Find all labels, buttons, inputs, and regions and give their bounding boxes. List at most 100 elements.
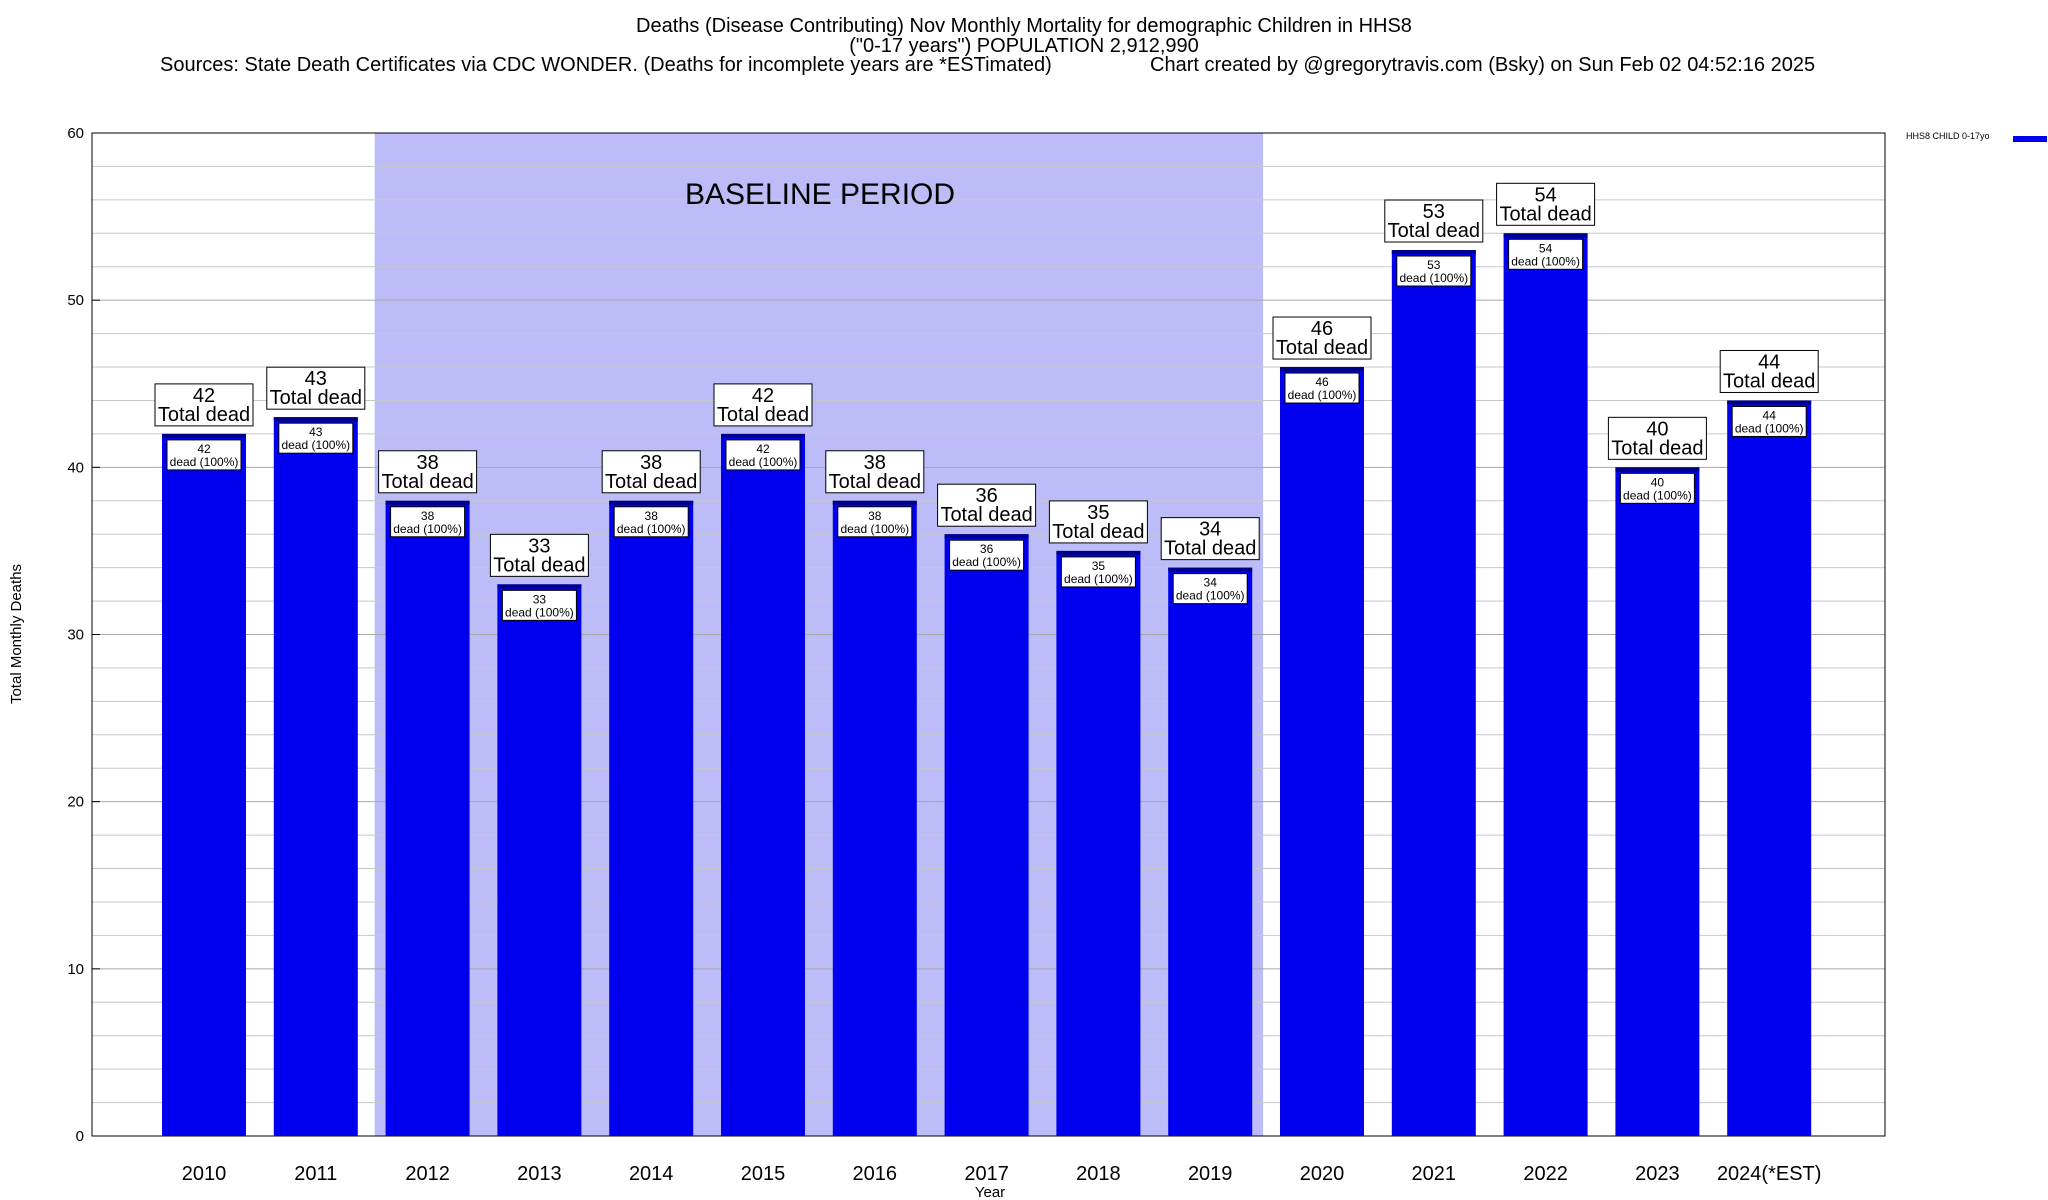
credit-note: Chart created by @gregorytravis.com (Bsk… bbox=[1150, 54, 1816, 76]
inner-label-box bbox=[1172, 573, 1248, 605]
x-axis-title: Year bbox=[975, 1184, 1005, 1200]
inner-percent-label: dead (100%) bbox=[1511, 254, 1580, 268]
inner-percent-label: dead (100%) bbox=[1623, 488, 1692, 502]
bar-top-edge bbox=[1280, 367, 1364, 372]
x-tick-label: 2016 bbox=[853, 1163, 898, 1185]
inner-value-label: 38 bbox=[421, 509, 435, 523]
top-label-box bbox=[489, 533, 589, 577]
inner-value-label: 38 bbox=[868, 509, 882, 523]
inner-percent-label: dead (100%) bbox=[952, 555, 1021, 569]
chart-subtitle: ("0-17 years") POPULATION 2,912,990 bbox=[849, 35, 1199, 57]
inner-percent-label: dead (100%) bbox=[170, 455, 239, 469]
x-tick-label: 2021 bbox=[1412, 1163, 1457, 1185]
baseline-period-label: BASELINE PERIOD bbox=[685, 178, 955, 211]
inner-value-label: 54 bbox=[1539, 241, 1553, 255]
top-value-label: 38 bbox=[640, 452, 662, 474]
bar-top-edge bbox=[1503, 233, 1588, 238]
y-tick-label: 40 bbox=[67, 459, 84, 476]
sources-note: Sources: State Death Certificates via CD… bbox=[160, 54, 1052, 76]
top-value-label: 38 bbox=[416, 452, 438, 474]
x-tick-label: 2018 bbox=[1076, 1163, 1121, 1185]
inner-label-box bbox=[390, 506, 466, 538]
bar-top-edge bbox=[1168, 567, 1253, 572]
inner-percent-label: dead (100%) bbox=[1288, 388, 1357, 402]
top-label-box bbox=[713, 383, 813, 427]
x-tick-label: 2013 bbox=[517, 1163, 562, 1185]
bar-top-edge bbox=[1727, 400, 1812, 405]
y-tick-label: 30 bbox=[67, 627, 84, 644]
top-value-label: 38 bbox=[864, 452, 886, 474]
inner-label-box bbox=[1060, 556, 1136, 588]
inner-percent-label: dead (100%) bbox=[1735, 421, 1804, 435]
inner-value-label: 34 bbox=[1204, 576, 1218, 590]
bar bbox=[1168, 567, 1253, 1136]
inner-percent-label: dead (100%) bbox=[1176, 589, 1245, 603]
top-label-box bbox=[154, 383, 254, 427]
bar bbox=[273, 417, 358, 1136]
top-total-label: Total dead bbox=[270, 387, 362, 409]
x-tick-label: 2017 bbox=[964, 1163, 1009, 1185]
bar bbox=[944, 534, 1029, 1136]
bar bbox=[1727, 400, 1812, 1136]
x-tick-label: 2012 bbox=[405, 1163, 450, 1185]
x-tick-label: 2022 bbox=[1523, 1163, 1568, 1185]
bar-top-edge bbox=[273, 417, 358, 422]
bar bbox=[609, 500, 694, 1136]
bar bbox=[497, 584, 582, 1136]
top-value-label: 53 bbox=[1423, 201, 1445, 223]
inner-label-box bbox=[278, 422, 354, 454]
top-label-box bbox=[378, 450, 478, 494]
bar bbox=[1503, 233, 1588, 1137]
top-total-label: Total dead bbox=[605, 471, 697, 493]
bar bbox=[162, 433, 246, 1136]
bar bbox=[1391, 250, 1476, 1136]
x-tick-label: 2011 bbox=[294, 1163, 337, 1185]
top-label-box bbox=[1719, 349, 1819, 393]
bar-top-edge bbox=[1615, 467, 1700, 472]
inner-value-label: 38 bbox=[645, 509, 659, 523]
top-total-label: Total dead bbox=[1052, 521, 1144, 543]
top-value-label: 34 bbox=[1199, 519, 1221, 541]
top-value-label: 35 bbox=[1087, 502, 1109, 524]
bar-top-edge bbox=[497, 584, 582, 589]
y-tick-label: 50 bbox=[67, 292, 84, 309]
legend-label: HHS8 CHILD 0-17yo bbox=[1906, 131, 1990, 141]
x-tick-label: 2019 bbox=[1188, 1163, 1233, 1185]
y-axis-title: Total Monthly Deaths bbox=[8, 564, 25, 704]
y-tick-label: 60 bbox=[67, 125, 84, 142]
top-total-label: Total dead bbox=[1388, 220, 1480, 242]
top-label-box bbox=[1048, 500, 1148, 544]
inner-value-label: 43 bbox=[309, 425, 323, 439]
top-total-label: Total dead bbox=[1276, 337, 1368, 359]
inner-percent-label: dead (100%) bbox=[393, 522, 462, 536]
x-tick-label: 2014 bbox=[629, 1163, 674, 1185]
inner-label-box bbox=[1284, 372, 1360, 404]
bar bbox=[1280, 367, 1364, 1136]
bar bbox=[721, 433, 805, 1136]
inner-label-box bbox=[1508, 238, 1584, 270]
inner-label-box bbox=[1619, 472, 1695, 504]
top-value-label: 54 bbox=[1534, 184, 1556, 206]
top-value-label: 36 bbox=[975, 485, 997, 507]
inner-percent-label: dead (100%) bbox=[729, 455, 798, 469]
bar-top-edge bbox=[385, 500, 470, 505]
chart-title: Deaths (Disease Contributing) Nov Monthl… bbox=[636, 15, 1412, 37]
top-total-label: Total dead bbox=[158, 404, 250, 426]
bar-top-edge bbox=[1056, 550, 1141, 555]
inner-label-box bbox=[949, 539, 1025, 571]
bar-top-edge bbox=[721, 433, 805, 438]
inner-percent-label: dead (100%) bbox=[840, 522, 909, 536]
top-total-label: Total dead bbox=[493, 554, 585, 576]
x-tick-label: 2023 bbox=[1635, 1163, 1680, 1185]
bar-top-edge bbox=[832, 500, 917, 505]
legend-swatch bbox=[2013, 136, 2047, 142]
y-tick-label: 20 bbox=[67, 794, 84, 811]
inner-value-label: 35 bbox=[1092, 559, 1106, 573]
bar bbox=[1615, 467, 1700, 1136]
bar bbox=[832, 500, 917, 1136]
inner-value-label: 42 bbox=[197, 442, 211, 456]
x-tick-label: 2015 bbox=[741, 1163, 786, 1185]
inner-value-label: 46 bbox=[1315, 375, 1329, 389]
bar bbox=[385, 500, 470, 1136]
